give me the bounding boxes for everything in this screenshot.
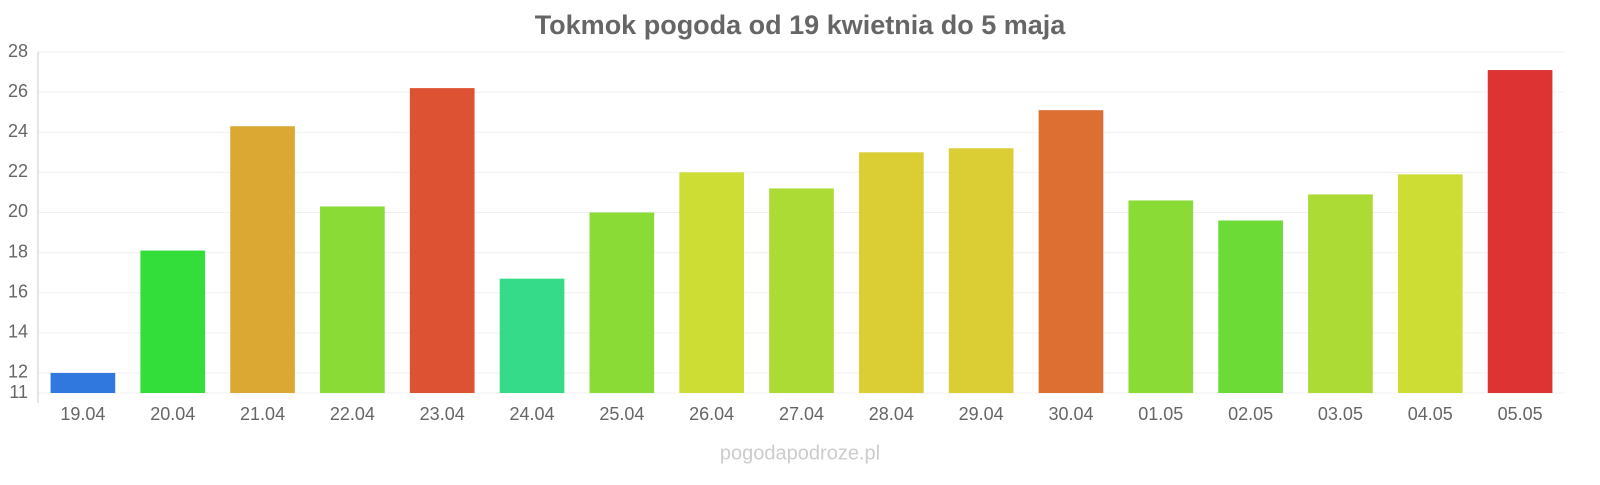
- x-tick-label: 23.04: [420, 404, 465, 424]
- y-tick-label: 18: [8, 241, 28, 261]
- bar: [320, 206, 385, 393]
- x-tick-label: 26.04: [689, 404, 734, 424]
- x-tick-label: 05.05: [1498, 404, 1543, 424]
- bar: [230, 126, 295, 393]
- bar: [948, 148, 1014, 393]
- bar: [50, 372, 116, 393]
- x-tick-label: 28.04: [869, 404, 914, 424]
- y-tick-label: 20: [8, 201, 28, 221]
- x-tick-label: 02.05: [1228, 404, 1273, 424]
- bar: [679, 172, 745, 393]
- y-tick-label: 28: [8, 41, 28, 61]
- y-tick-label: 14: [8, 322, 28, 342]
- footer: pogodapodroze.pl: [720, 442, 880, 464]
- x-tick-label: 29.04: [959, 404, 1004, 424]
- bar: [1128, 200, 1194, 393]
- x-tick-label: 04.05: [1408, 404, 1453, 424]
- x-tick-label: 30.04: [1048, 404, 1093, 424]
- x-tick-label: 03.05: [1318, 404, 1363, 424]
- y-tick-label: 16: [8, 281, 28, 301]
- x-tick-label: 21.04: [240, 404, 285, 424]
- bar: [1397, 174, 1463, 393]
- x-tick-label: 20.04: [150, 404, 195, 424]
- x-tick-label: 19.04: [60, 404, 105, 424]
- x-tick-label: 25.04: [599, 404, 644, 424]
- bar: [1487, 70, 1553, 393]
- y-tick-label: 24: [8, 121, 28, 141]
- x-tick-label: 24.04: [510, 404, 555, 424]
- bar: [858, 152, 924, 393]
- bar: [589, 212, 655, 393]
- bar: [769, 188, 834, 393]
- bar: [1038, 110, 1104, 393]
- bar: [140, 250, 206, 393]
- x-tick-label: 22.04: [330, 404, 375, 424]
- bar: [499, 278, 565, 393]
- y-tick-label: 12: [8, 362, 28, 382]
- chart-title: Tokmok pogoda od 19 kwietnia do 5 maja: [535, 10, 1067, 40]
- y-tick-label: 22: [8, 161, 28, 181]
- x-tick-label: 27.04: [779, 404, 824, 424]
- y-tick-label: 26: [8, 81, 28, 101]
- y-tick-label: 11: [9, 382, 28, 402]
- bar: [1308, 194, 1373, 393]
- bar: [1218, 220, 1283, 393]
- bar: [409, 88, 475, 393]
- x-tick-label: 01.05: [1138, 404, 1183, 424]
